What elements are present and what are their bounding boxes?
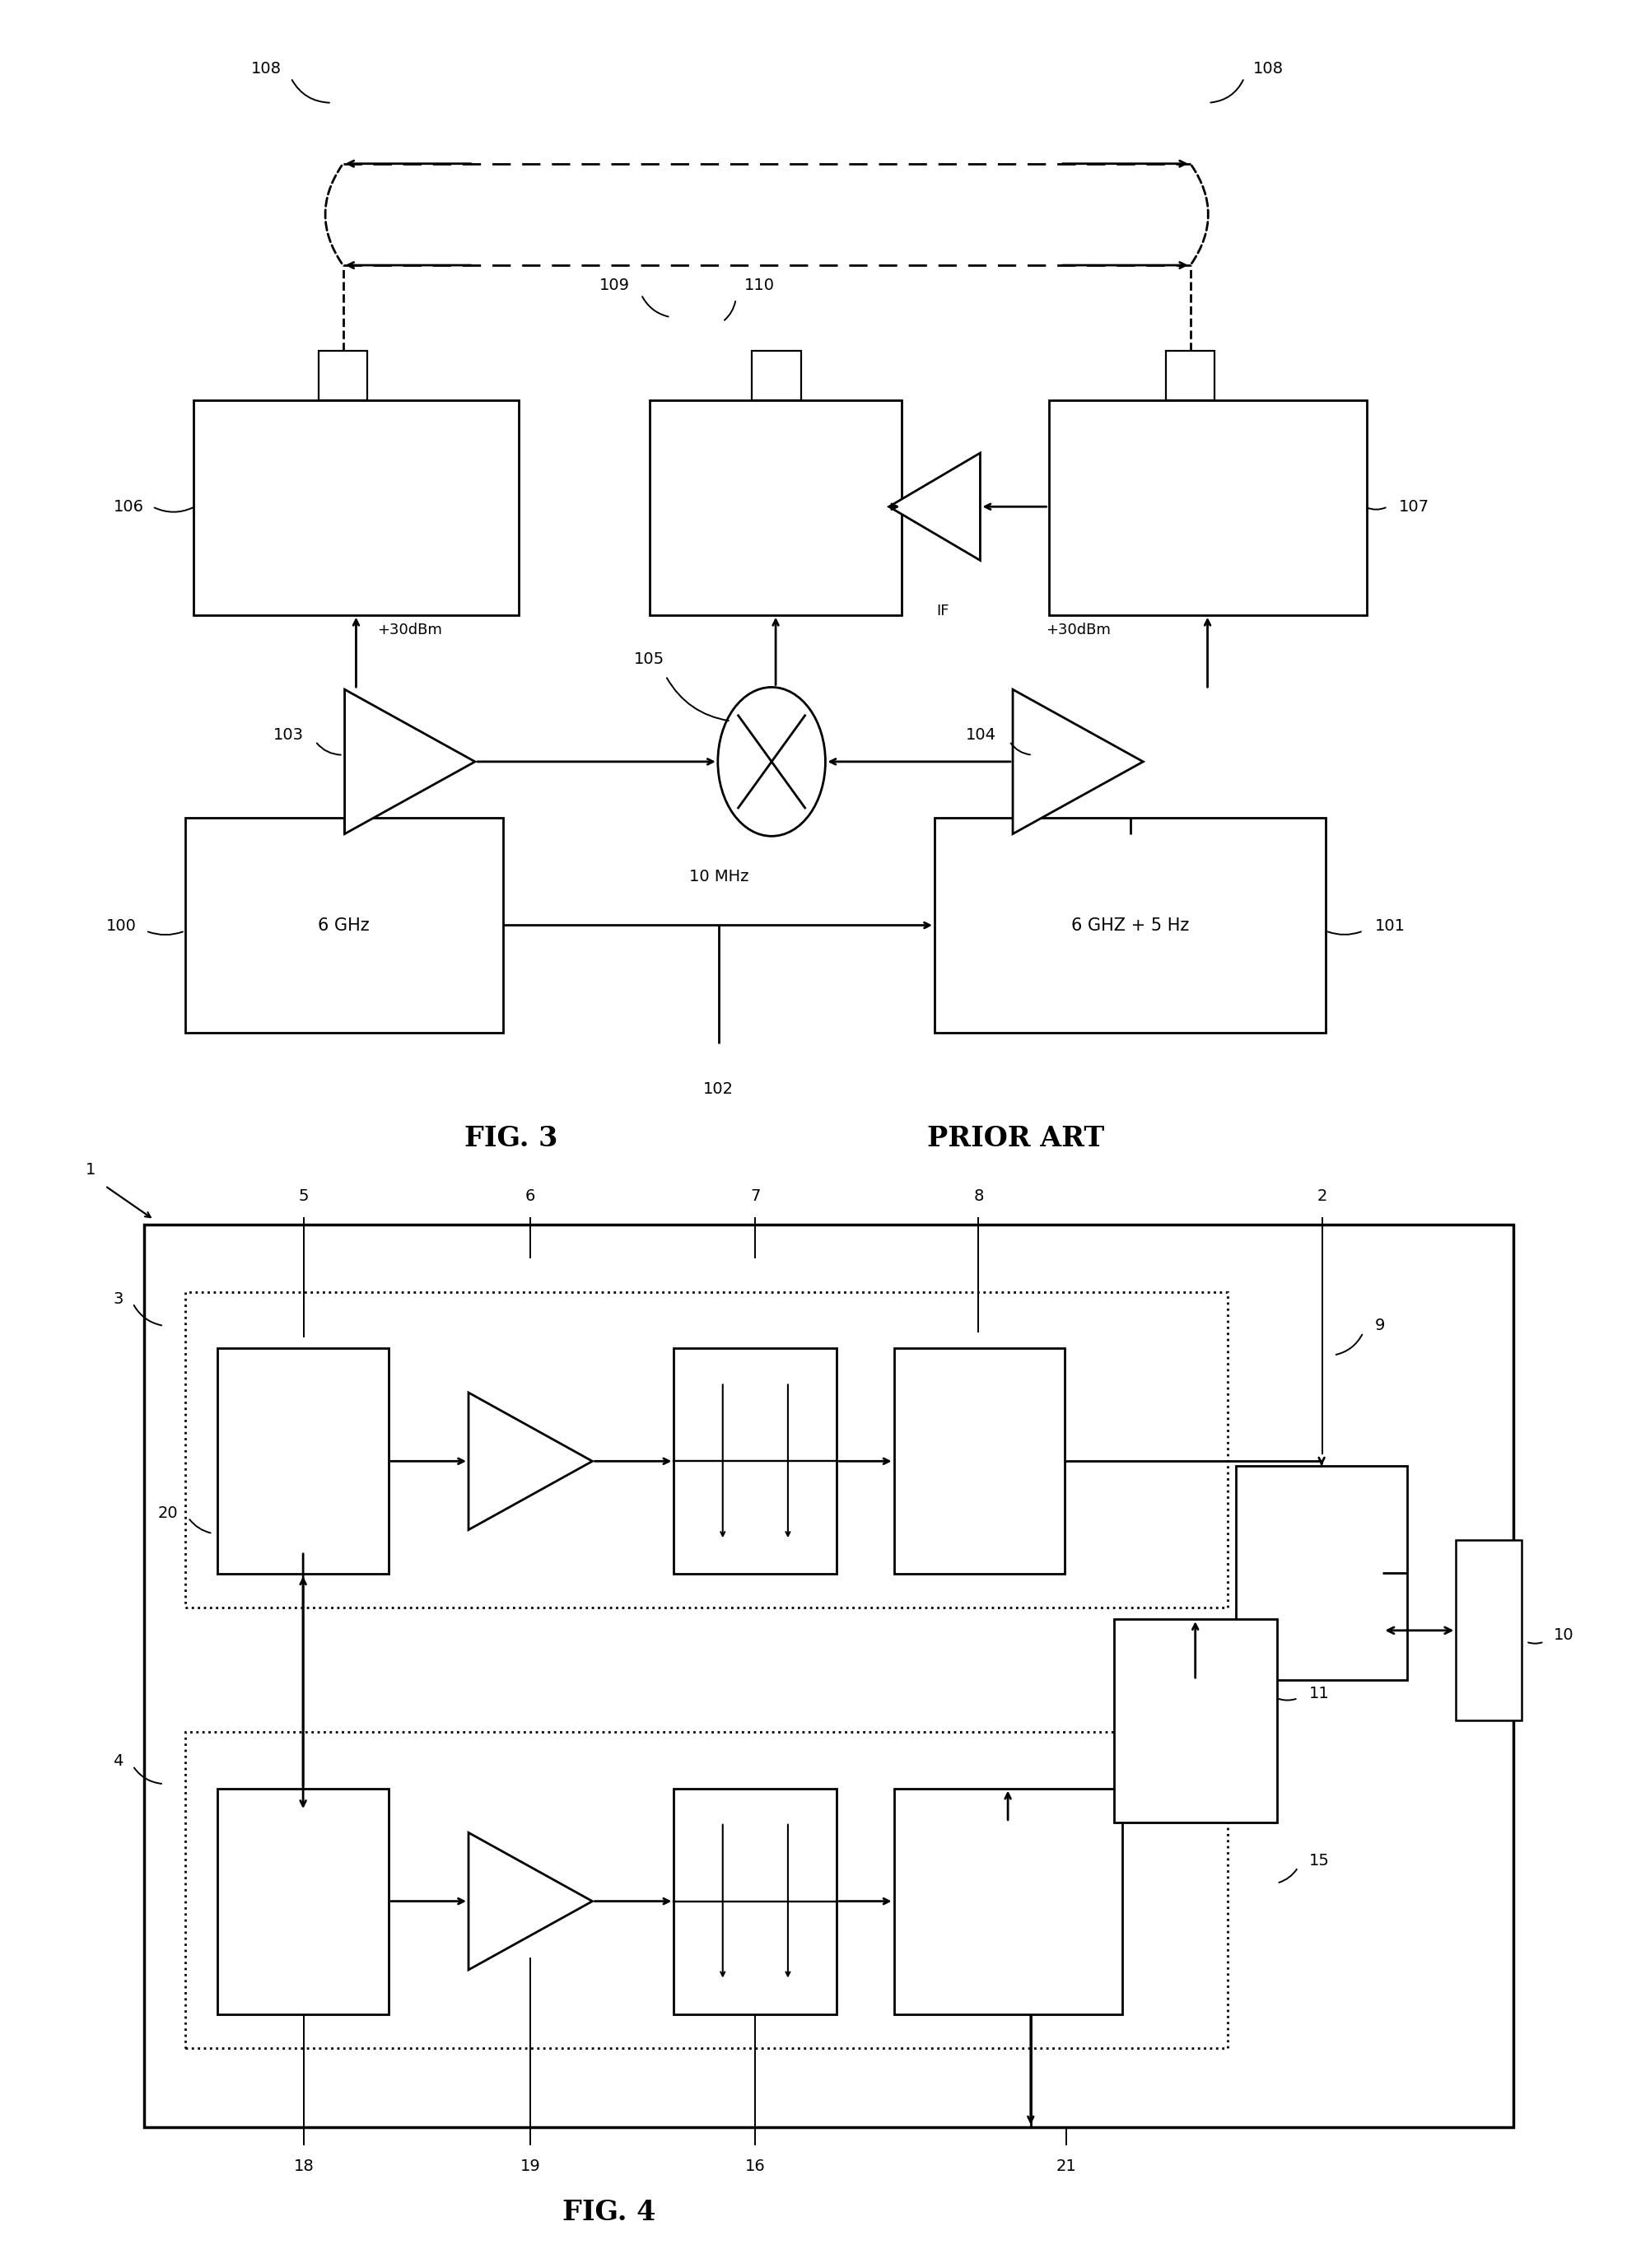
Bar — [318, 352, 368, 401]
Polygon shape — [345, 689, 474, 835]
Text: +30dBm: +30dBm — [377, 624, 443, 637]
Bar — [1456, 1540, 1521, 1721]
Text: 109: 109 — [599, 277, 630, 293]
Polygon shape — [1012, 689, 1144, 835]
Text: 101: 101 — [1375, 919, 1405, 934]
Text: 3: 3 — [113, 1290, 123, 1306]
Text: 2: 2 — [1318, 1188, 1328, 1204]
Text: 104: 104 — [967, 726, 996, 742]
Bar — [650, 401, 903, 615]
Text: 10: 10 — [1554, 1626, 1574, 1642]
Polygon shape — [469, 1393, 592, 1531]
Text: PRIOR ART: PRIOR ART — [927, 1125, 1104, 1152]
Text: 8: 8 — [973, 1188, 983, 1204]
Bar — [752, 352, 801, 401]
Text: 105: 105 — [633, 651, 665, 667]
Bar — [1049, 401, 1367, 615]
Text: 9: 9 — [1375, 1318, 1385, 1334]
Bar — [185, 1293, 1227, 1608]
Bar — [1236, 1465, 1406, 1681]
Bar — [894, 1349, 1065, 1574]
Text: 108: 108 — [1254, 61, 1283, 77]
Text: 20: 20 — [158, 1506, 179, 1522]
Text: 107: 107 — [1400, 499, 1429, 515]
Text: 6 GHz: 6 GHz — [318, 916, 369, 934]
Text: 100: 100 — [105, 919, 136, 934]
Bar — [218, 1789, 389, 2014]
Text: 18: 18 — [294, 2159, 313, 2175]
Bar — [674, 1789, 837, 2014]
Bar — [144, 1225, 1513, 2127]
Text: 106: 106 — [113, 499, 144, 515]
Bar — [218, 1349, 389, 1574]
Text: 7: 7 — [750, 1188, 760, 1204]
Text: 15: 15 — [1310, 1853, 1329, 1869]
Text: 6 GHZ + 5 Hz: 6 GHZ + 5 Hz — [1072, 916, 1190, 934]
Bar — [935, 819, 1326, 1032]
Bar — [194, 401, 519, 615]
Polygon shape — [469, 1833, 592, 1971]
Text: 110: 110 — [743, 277, 775, 293]
Bar — [185, 819, 502, 1032]
Text: 102: 102 — [704, 1082, 734, 1098]
Text: 21: 21 — [1057, 2159, 1076, 2175]
Text: IF: IF — [937, 603, 948, 619]
Bar — [894, 1789, 1122, 2014]
Text: 16: 16 — [745, 2159, 765, 2175]
Text: +30dBm: +30dBm — [1045, 624, 1111, 637]
Text: 1: 1 — [85, 1161, 95, 1177]
Bar — [674, 1349, 837, 1574]
Text: 103: 103 — [274, 726, 304, 742]
Text: 10 MHz: 10 MHz — [689, 869, 748, 885]
Text: 108: 108 — [251, 61, 282, 77]
Polygon shape — [889, 454, 980, 560]
Text: FIG. 4: FIG. 4 — [561, 2200, 655, 2227]
Bar — [1167, 352, 1214, 401]
Bar — [1114, 1619, 1277, 1821]
Text: 19: 19 — [520, 2159, 540, 2175]
Text: 6: 6 — [525, 1188, 535, 1204]
Text: 5: 5 — [299, 1188, 309, 1204]
Text: 4: 4 — [113, 1753, 123, 1769]
Text: 11: 11 — [1310, 1685, 1329, 1701]
Text: FIG. 3: FIG. 3 — [464, 1125, 558, 1152]
Bar — [185, 1733, 1227, 2048]
